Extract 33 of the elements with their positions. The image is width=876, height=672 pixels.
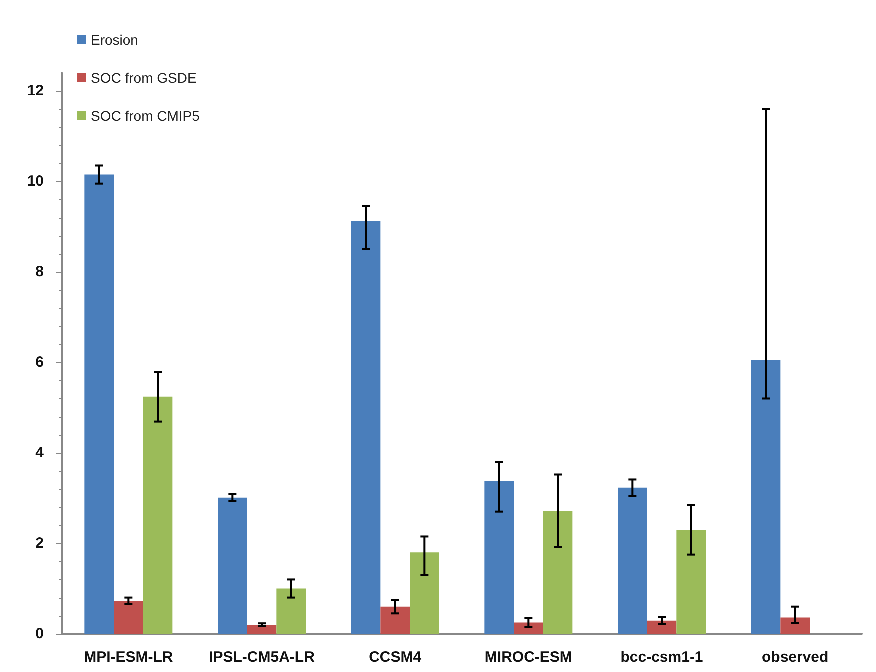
- bar: [143, 396, 173, 634]
- bar: [484, 482, 514, 634]
- legend-label: Erosion: [91, 32, 138, 48]
- bar: [676, 530, 706, 634]
- bar: [84, 174, 114, 634]
- bar: [114, 600, 144, 634]
- bar: [751, 360, 781, 634]
- y-tick-label: 12: [27, 82, 44, 100]
- x-tick-label: CCSM4: [369, 649, 422, 666]
- legend-label: SOC from CMIP5: [91, 108, 200, 124]
- y-tick-label: 8: [36, 264, 44, 281]
- y-tick-label: 2: [36, 535, 44, 552]
- bar: [218, 498, 248, 634]
- bar: [618, 488, 648, 634]
- bar: [380, 606, 410, 634]
- bar: [780, 618, 810, 634]
- bar: [514, 622, 544, 634]
- bar: [351, 220, 381, 634]
- x-tick-label: bcc-csm1-1: [620, 649, 704, 666]
- y-tick-label: 6: [36, 354, 44, 372]
- y-tick-label: 4: [36, 444, 45, 462]
- bar: [276, 588, 306, 634]
- y-tick-label: 0: [36, 626, 44, 642]
- x-tick-label: MPI-ESM-LR: [84, 649, 174, 666]
- x-tick-label: observed: [762, 649, 829, 666]
- bar: [410, 552, 440, 634]
- bar: [543, 510, 573, 634]
- bar: [247, 624, 277, 634]
- legend-label: SOC from GSDE: [91, 70, 197, 86]
- x-tick-label: MIROC-ESM: [484, 649, 572, 666]
- x-tick-label: IPSL-CM5A-LR: [209, 649, 316, 666]
- bar: [647, 620, 677, 634]
- y-tick-label: 10: [27, 173, 44, 190]
